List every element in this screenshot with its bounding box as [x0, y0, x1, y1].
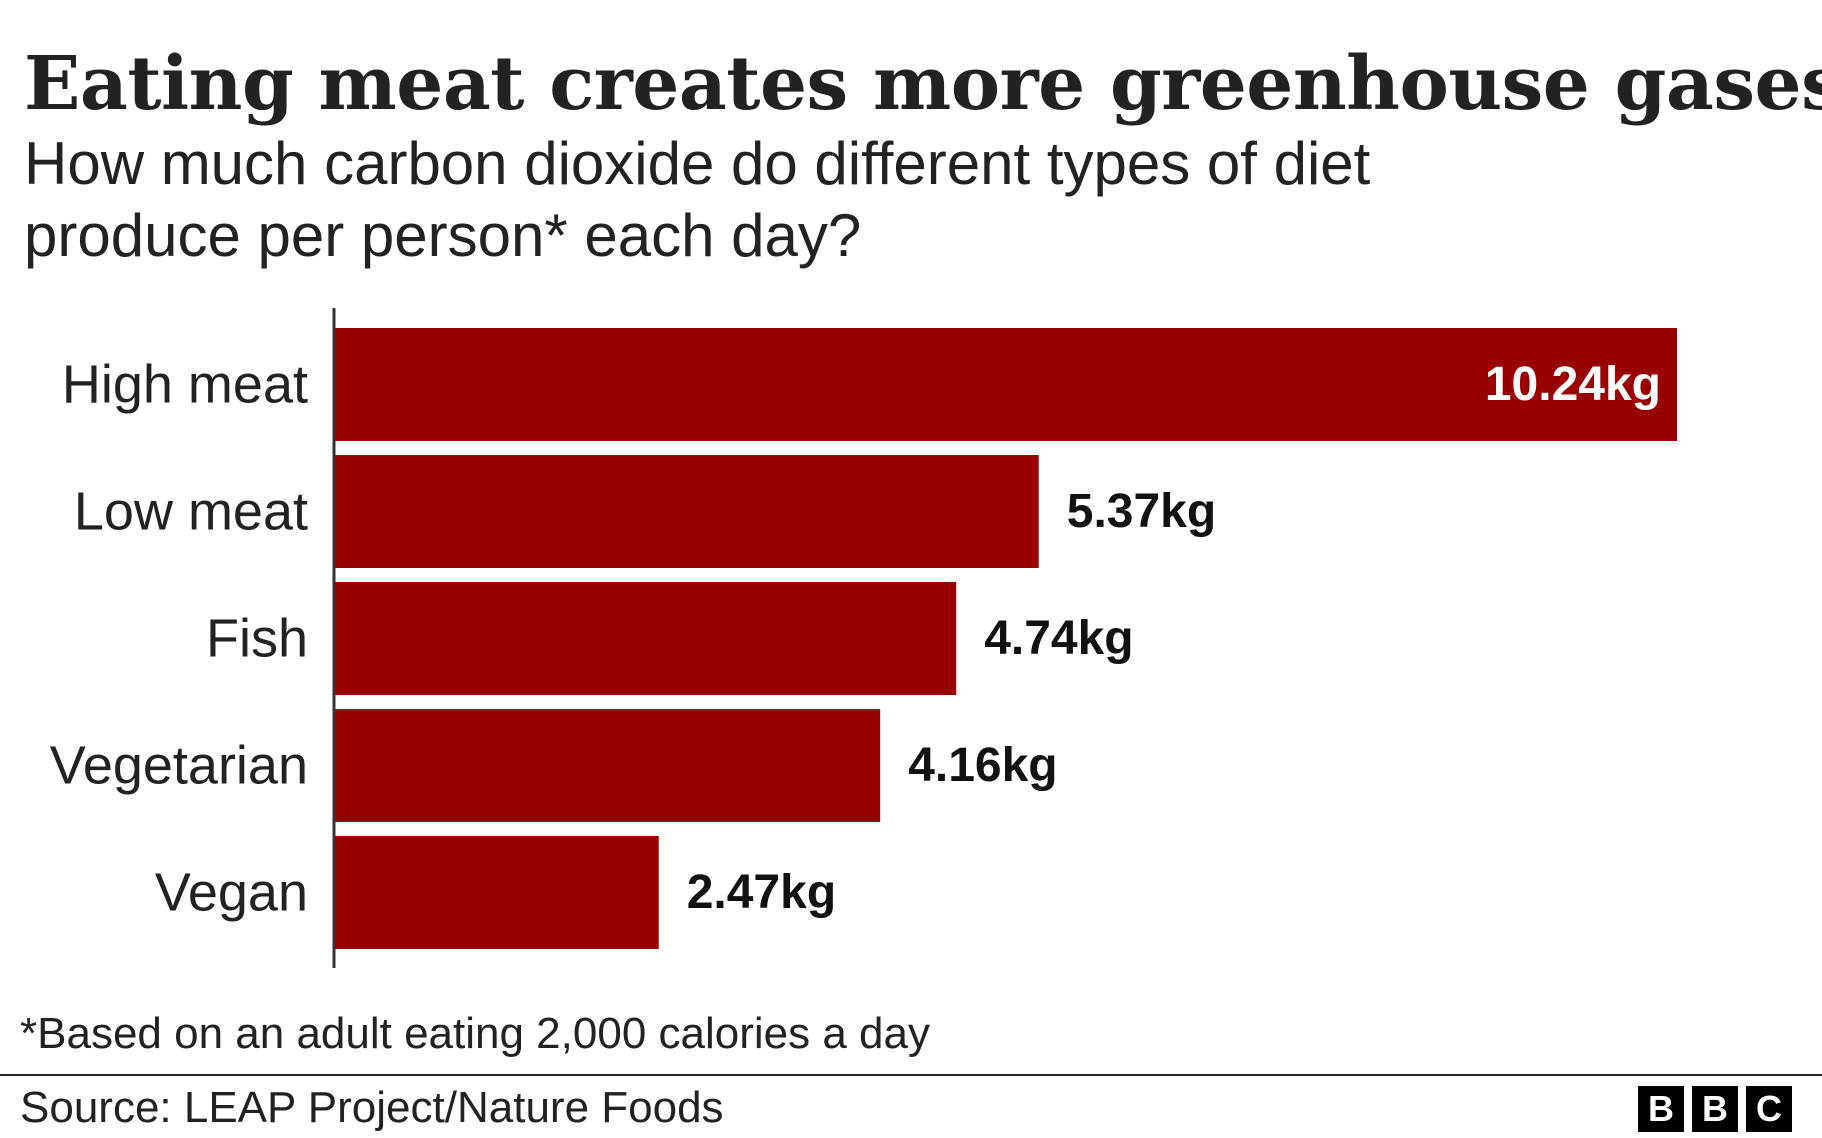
chart-subtitle: How much carbon dioxide do different typ… [24, 130, 1371, 269]
bar-value-label: 4.74kg [984, 612, 1133, 665]
bar [335, 455, 1039, 568]
logo-letter-2: B [1692, 1086, 1738, 1132]
category-label: High meat [62, 355, 308, 415]
footer-divider [0, 1074, 1822, 1076]
bar-value-label: 10.24kg [1485, 358, 1661, 411]
category-label: Vegetarian [50, 736, 308, 796]
bar [335, 328, 1677, 441]
category-label: Low meat [74, 482, 308, 542]
logo-letter-3: C [1746, 1086, 1792, 1132]
bar-value-label: 4.16kg [908, 739, 1057, 792]
bar [335, 709, 881, 822]
logo-letter-1: B [1638, 1086, 1684, 1132]
source-credit: Source: LEAP Project/Nature Foods [20, 1083, 724, 1132]
bar [335, 836, 659, 949]
bbc-logo: B B C [1638, 1086, 1792, 1132]
chart-title: Eating meat creates more greenhouse gase… [24, 41, 1822, 127]
bar [335, 582, 957, 695]
footnote: *Based on an adult eating 2,000 calories… [20, 1009, 930, 1058]
category-label: Fish [206, 609, 308, 669]
category-label: Vegan [155, 863, 308, 923]
bar-chart: High meat 10.24kg Low meat 5.37kg Fish 4.74kg… [50, 308, 1677, 968]
bar-value-label: 2.47kg [687, 866, 836, 919]
bar-value-label: 5.37kg [1067, 485, 1216, 538]
